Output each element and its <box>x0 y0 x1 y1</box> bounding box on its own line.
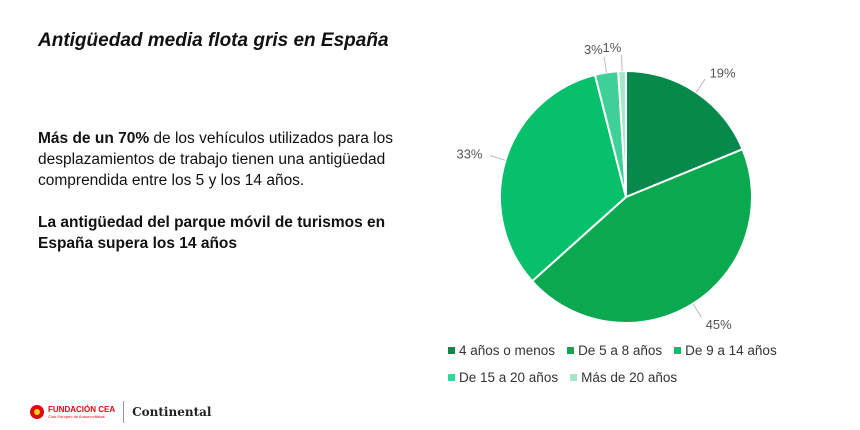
legend-item: 4 años o menos <box>448 343 555 358</box>
legend-label: Más de 20 años <box>581 370 678 385</box>
pie-slice <box>593 70 627 198</box>
pie-slice <box>499 73 628 283</box>
cea-subtitle: Club Europeo de Automovilistas <box>48 414 105 419</box>
sun-icon <box>30 405 44 419</box>
cea-name: FUNDACIÓN CEA <box>48 405 116 414</box>
slide-title: Antigüedad media flota gris en España <box>38 30 389 51</box>
legend-swatch <box>448 347 455 354</box>
legend-row: 4 años o menos De 5 a 8 años De 9 a 14 año… <box>448 343 828 358</box>
leader-line <box>695 78 706 93</box>
legend-swatch <box>448 374 455 381</box>
pie-slice <box>625 69 744 199</box>
legend-row: De 15 a 20 años Más de 20 años <box>448 370 828 385</box>
leader-line <box>692 303 702 318</box>
legend-swatch <box>674 347 682 354</box>
legend-swatch <box>570 374 578 381</box>
legend-swatch <box>567 347 575 354</box>
data-label: 19% <box>710 65 736 80</box>
footer-logos: FUNDACIÓN CEA Club Europeo de Automovili… <box>30 400 211 424</box>
logo-divider <box>123 401 125 423</box>
data-label: 33% <box>456 146 482 161</box>
data-label: 1% <box>603 40 622 55</box>
data-label: 45% <box>706 317 732 332</box>
legend-label: De 15 a 20 años <box>459 370 559 385</box>
description: Más de un 70% de los vehículos utilizado… <box>38 128 398 254</box>
leader-line <box>603 56 607 73</box>
paragraph-2: La antigüedad del parque móvil de turism… <box>38 212 398 254</box>
paragraph-2-text: La antigüedad del parque móvil de turism… <box>38 214 386 252</box>
legend-item: De 5 a 8 años <box>567 343 662 358</box>
paragraph-1: Más de un 70% de los vehículos utilizado… <box>38 128 398 191</box>
leader-line <box>490 155 506 161</box>
pie-slice <box>530 147 753 324</box>
legend-label: De 5 a 8 años <box>578 343 663 358</box>
paragraph-1-text: de los vehículos utilizados para los des… <box>38 130 393 189</box>
continental-logo: Continental <box>132 405 212 419</box>
legend-label: De 9 a 14 años <box>685 343 777 358</box>
paragraph-1-highlight: Más de un 70% <box>38 130 150 147</box>
pie-slice <box>617 69 627 198</box>
data-label: 3% <box>584 42 603 57</box>
legend-item: De 15 a 20 años <box>448 370 558 385</box>
legend-item: Más de 20 años <box>570 370 677 385</box>
legend-item: De 9 a 14 años <box>674 343 777 358</box>
legend-label: 4 años o menos <box>459 343 556 358</box>
fundacion-cea-logo: FUNDACIÓN CEA Club Europeo de Automovili… <box>30 405 115 419</box>
chart-legend: 4 años o menos De 5 a 8 años De 9 a 14 año… <box>448 343 828 397</box>
